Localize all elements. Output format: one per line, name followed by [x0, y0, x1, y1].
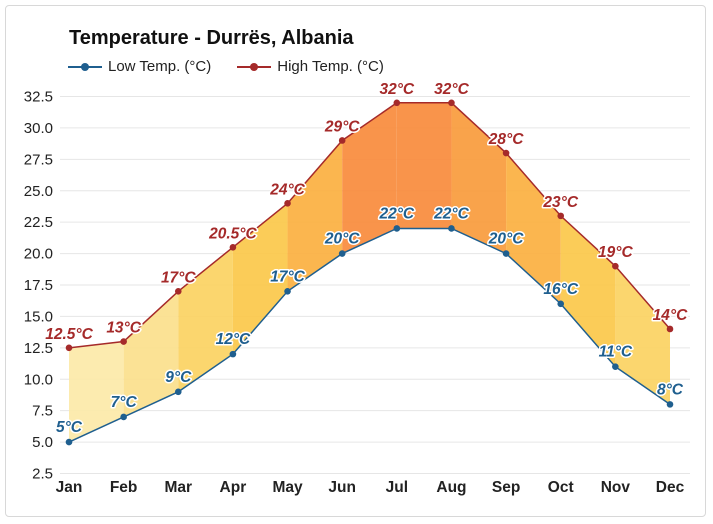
low-temp-data-label: 22°C	[378, 205, 414, 222]
x-tick-label: Jul	[386, 479, 408, 496]
low-temp-point	[174, 388, 182, 396]
high-temp-data-label: 32°C	[379, 81, 414, 98]
high-temp-data-label: 24°C	[269, 181, 305, 198]
high-temp-point	[174, 287, 182, 295]
high-temp-line	[68, 102, 671, 349]
x-tick-label: Apr	[220, 479, 247, 496]
low-temp-point	[120, 413, 127, 421]
low-temp-point	[557, 300, 565, 308]
x-tick-label: Dec	[656, 479, 685, 496]
low-temp-line	[68, 227, 671, 443]
x-tick-label: Nov	[601, 479, 631, 496]
temperature-band	[342, 102, 397, 254]
x-tick-label: Oct	[548, 479, 574, 496]
legend-swatch-low	[68, 60, 102, 74]
x-tick-label: Mar	[164, 479, 192, 496]
high-temp-point	[557, 212, 565, 220]
low-temp-data-label: 22°C	[433, 205, 469, 222]
y-tick-label: 7.5	[32, 403, 53, 420]
low-temp-data-label: 5°C	[56, 419, 83, 436]
high-temp-data-label: 17°C	[161, 269, 196, 286]
low-temp-data-label: 9°C	[165, 369, 192, 386]
temperature-band	[287, 140, 343, 292]
low-temp-point	[229, 350, 237, 358]
high-temp-data-label: 14°C	[653, 307, 688, 324]
high-temp-point	[284, 200, 291, 207]
high-temp-data-label: 19°C	[598, 244, 633, 261]
temperature-band	[615, 266, 670, 405]
low-temp-data-label: 20°C	[488, 231, 524, 248]
low-temp-data-label: 16°C	[543, 281, 578, 298]
low-temp-point	[448, 225, 455, 232]
low-temp-point	[666, 401, 674, 408]
low-temp-data-label: 17°C	[270, 268, 305, 285]
high-temp-data-label: 20.5°C	[208, 225, 257, 242]
legend-label-high: High Temp. (°C)	[277, 58, 384, 75]
temperature-band	[69, 341, 124, 443]
high-temp-point	[666, 325, 674, 333]
low-temp-point	[338, 250, 346, 257]
low-temp-data-label: 8°C	[657, 381, 684, 398]
high-temp-data-label: 32°C	[434, 81, 469, 98]
temperature-band	[123, 291, 179, 417]
temperature-band	[232, 203, 288, 355]
low-temp-data-label: 7°C	[111, 394, 138, 411]
high-temp-point	[393, 99, 401, 107]
x-tick-label: May	[272, 479, 303, 496]
legend-swatch-high	[237, 60, 272, 74]
low-temp-point	[65, 438, 73, 446]
low-temp-data-label: 11°C	[599, 344, 633, 361]
y-tick-label: 2.5	[32, 466, 53, 483]
temperature-band	[506, 153, 561, 304]
high-temp-point	[229, 244, 237, 251]
y-tick-label: 32.5	[24, 89, 53, 106]
legend-label-low: Low Temp. (°C)	[108, 58, 212, 75]
high-temp-data-label: 13°C	[106, 320, 141, 337]
x-tick-label: Jan	[56, 479, 83, 496]
high-temp-point	[120, 338, 127, 345]
high-temp-point	[448, 99, 455, 107]
x-tick-label: Aug	[436, 479, 466, 496]
y-tick-label: 25.0	[24, 183, 53, 200]
low-temp-point	[612, 363, 619, 370]
x-tick-label: Jun	[328, 479, 356, 496]
y-tick-label: 30.0	[24, 120, 53, 137]
chart-title: Temperature - Durrës, Albania	[69, 27, 354, 49]
low-temp-point	[502, 250, 510, 257]
legend: Low Temp. (°C) High Temp. (°C)	[68, 58, 410, 75]
high-temp-data-label: 28°C	[488, 131, 524, 148]
high-temp-point	[65, 344, 73, 352]
high-temp-data-label: 12.5°C	[45, 326, 93, 343]
low-temp-point	[284, 287, 291, 295]
low-temp-data-label: 20°C	[324, 231, 360, 248]
high-temp-data-label: 23°C	[542, 194, 578, 211]
low-temp-point	[393, 225, 401, 232]
high-temp-point	[612, 262, 619, 270]
x-tick-label: Feb	[110, 479, 138, 496]
y-tick-label: 22.5	[24, 214, 53, 231]
y-tick-label: 15.0	[24, 308, 53, 325]
high-temp-data-label: 29°C	[324, 118, 360, 135]
x-tick-label: Sep	[492, 479, 520, 496]
legend-item-low[interactable]: Low Temp. (°C)	[68, 58, 211, 75]
y-tick-label: 12.5	[24, 340, 53, 357]
y-tick-label: 20.0	[24, 246, 53, 263]
temperature-band	[396, 102, 452, 229]
y-tick-label: 10.0	[24, 371, 53, 388]
high-temp-point	[502, 149, 510, 157]
temperature-band	[178, 247, 233, 392]
legend-item-high[interactable]: High Temp. (°C)	[237, 58, 384, 75]
y-tick-label: 5.0	[32, 434, 53, 451]
low-temp-data-label: 12°C	[216, 331, 251, 348]
high-temp-point	[338, 137, 346, 144]
temperature-band	[560, 215, 616, 367]
y-tick-label: 17.5	[24, 277, 53, 294]
y-tick-label: 27.5	[24, 151, 53, 168]
